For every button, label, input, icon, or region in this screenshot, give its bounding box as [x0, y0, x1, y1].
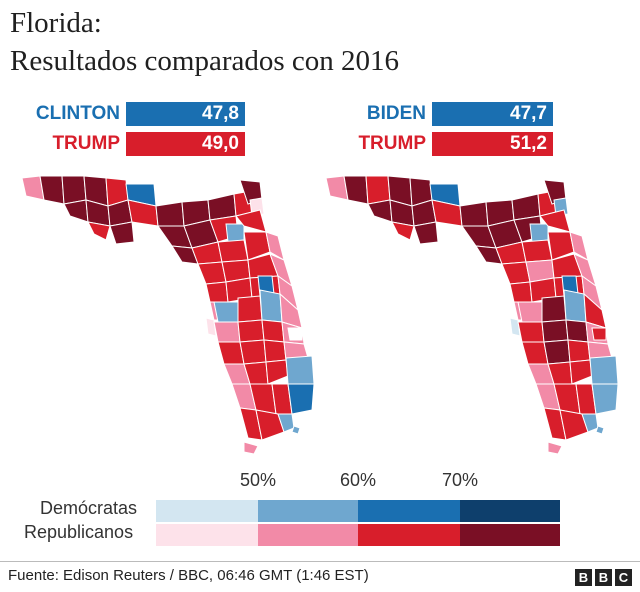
county: [343, 175, 369, 205]
legend-threshold-60: 60%: [339, 470, 377, 490]
county: [591, 383, 619, 415]
candidate-pct-trump-2020: 51,2: [432, 132, 553, 156]
title-line-2: Resultados comparados con 2016: [10, 45, 400, 77]
county: [567, 339, 591, 363]
county: [459, 201, 489, 227]
county: [541, 319, 569, 343]
legend-label-democrats: Demócratas: [40, 498, 138, 518]
candidate-pct-biden: 47,7: [432, 102, 553, 126]
county: [589, 355, 619, 385]
county: [205, 281, 229, 303]
county: [243, 441, 259, 455]
county: [517, 301, 543, 323]
county: [391, 221, 415, 241]
florida-map-2020: [326, 175, 619, 455]
county: [365, 175, 391, 205]
result-row-trump-2016: TRUMP 49,0: [30, 132, 245, 156]
county: [291, 425, 301, 435]
result-row-clinton: CLINTON 47,8: [30, 102, 245, 126]
legend-threshold-50: 50%: [239, 470, 277, 490]
county: [509, 317, 521, 337]
county: [285, 355, 315, 385]
florida-map-2016: [22, 175, 315, 455]
legend-rep-swatch-4: [460, 524, 560, 546]
candidate-name-clinton: CLINTON: [35, 103, 120, 124]
legend-rep-swatch-1: [156, 524, 258, 546]
county: [521, 239, 553, 263]
county: [511, 193, 541, 221]
county: [63, 199, 89, 223]
county: [237, 295, 263, 323]
county: [543, 339, 571, 365]
county: [265, 359, 289, 385]
result-row-trump-2020: TRUMP 51,2: [336, 132, 553, 156]
county: [39, 175, 65, 205]
legend-threshold-70: 70%: [441, 470, 479, 490]
bbc-logo: B B C: [575, 569, 632, 586]
county: [501, 261, 531, 285]
county: [197, 261, 227, 285]
county: [207, 193, 237, 221]
county: [595, 425, 605, 435]
county: [509, 281, 533, 303]
county: [541, 295, 567, 323]
county: [237, 319, 265, 343]
county: [413, 221, 439, 245]
county: [155, 201, 185, 227]
county: [239, 339, 267, 365]
county: [547, 441, 563, 455]
page-title: Florida: Resultados comparados con 2016: [10, 4, 399, 80]
county: [287, 383, 315, 415]
county: [565, 319, 589, 343]
bbc-logo-letter: B: [575, 569, 592, 586]
candidate-pct-trump-2016: 49,0: [126, 132, 245, 156]
county: [225, 223, 245, 243]
legend-dem-swatch-4: [460, 500, 560, 522]
bbc-logo-letter: C: [615, 569, 632, 586]
county: [87, 221, 111, 241]
footer-divider: [0, 561, 640, 562]
county: [205, 317, 217, 337]
county: [563, 289, 587, 323]
county: [517, 321, 545, 343]
title-line-1: Florida:: [10, 7, 102, 39]
county: [213, 321, 241, 343]
candidate-name-trump-2016: TRUMP: [52, 133, 120, 154]
county: [261, 319, 285, 343]
county: [109, 221, 135, 245]
legend-dem-swatch-3: [358, 500, 460, 522]
county: [287, 327, 303, 341]
county: [213, 301, 239, 323]
county: [591, 327, 607, 341]
county: [263, 339, 287, 363]
county: [569, 359, 593, 385]
bbc-logo-letter: B: [595, 569, 612, 586]
legend-dem-swatch-1: [156, 500, 258, 522]
result-row-biden: BIDEN 47,7: [336, 102, 553, 126]
legend-label-republicans: Republicanos: [24, 522, 134, 542]
source-text: Fuente: Edison Reuters / BBC, 06:46 GMT …: [8, 567, 369, 584]
legend-dem-swatch-2: [258, 500, 358, 522]
county: [367, 199, 393, 223]
candidate-name-trump-2020: TRUMP: [358, 133, 426, 154]
county: [259, 289, 283, 323]
county: [529, 223, 549, 243]
candidate-pct-clinton: 47,8: [126, 102, 245, 126]
legend-rep-swatch-3: [358, 524, 460, 546]
candidate-name-biden: BIDEN: [366, 103, 426, 124]
county: [217, 239, 249, 263]
county: [61, 175, 87, 205]
legend-rep-swatch-2: [258, 524, 358, 546]
